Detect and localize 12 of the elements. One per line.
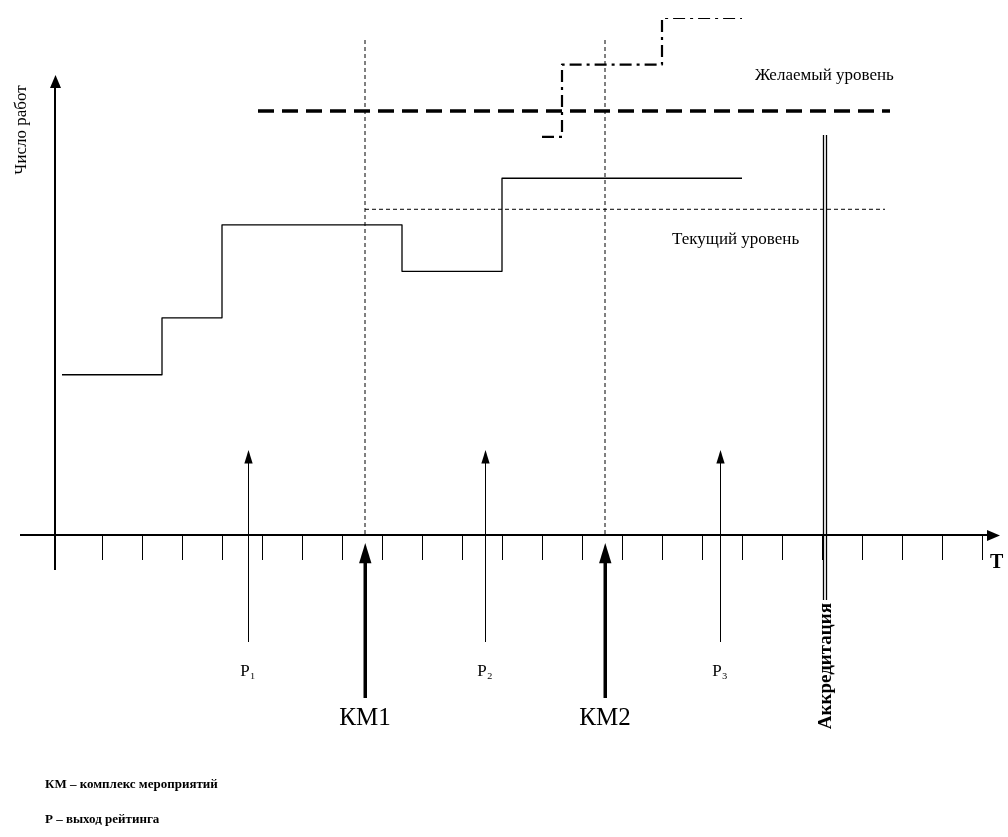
text: P₂ [477,661,493,681]
text: КМ1 [339,702,391,730]
text: P₁ [240,661,256,681]
text: КМ2 [579,702,631,730]
text: КМ – комплекс мероприятий [45,776,219,792]
text: Р – выход рейтинга [45,811,160,827]
x-axis-title: Т [990,550,1004,573]
text: P₃ [712,661,728,681]
text: Аккредитация [813,603,835,730]
ref-line-label: Текущий уровень [672,228,800,248]
ref-line-label: Желаемый уровень [755,64,895,84]
y-axis-title: Число работ [11,84,31,175]
